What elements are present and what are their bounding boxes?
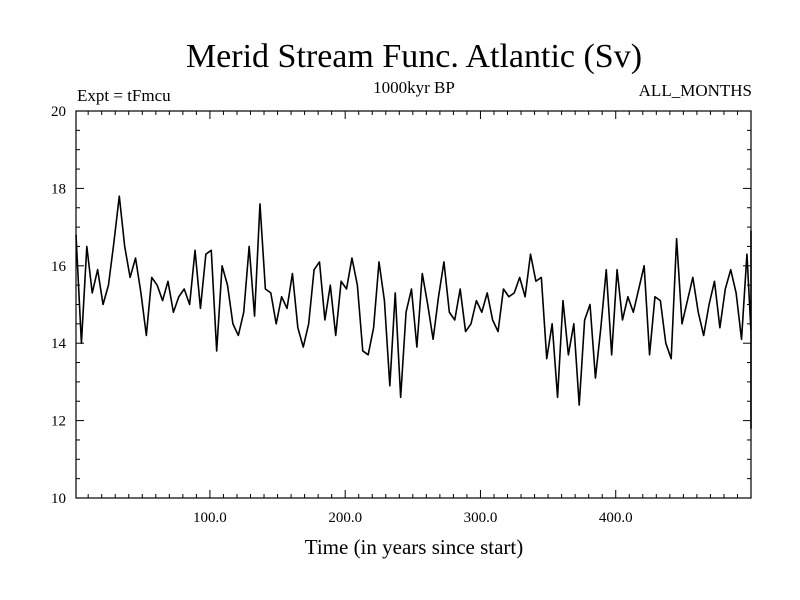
subtitle-center: 1000kyr BP	[373, 78, 455, 97]
y-tick-label: 20	[51, 104, 66, 120]
x-tick-label: 100.0	[193, 510, 227, 526]
y-tick-label: 12	[51, 414, 66, 430]
y-tick-label: 10	[51, 491, 66, 507]
x-axis-label: Time (in years since start)	[305, 535, 524, 559]
subtitle-left: Expt = tFmcu	[77, 86, 171, 105]
ticks-layer: 10 12 14 16 18 20 100.0 200.0 300.0 400.0	[51, 104, 751, 526]
chart-title: Merid Stream Func. Atlantic (Sv)	[186, 38, 642, 75]
y-tick-label: 16	[51, 259, 67, 275]
x-tick-label: 300.0	[464, 510, 498, 526]
series-line	[75, 195, 752, 430]
x-tick-label: 400.0	[599, 510, 633, 526]
y-tick-label: 14	[51, 336, 67, 352]
subtitle-right: ALL_MONTHS	[639, 81, 752, 100]
series-layer	[75, 195, 752, 430]
y-tick-label: 18	[51, 181, 66, 197]
x-tick-label: 200.0	[328, 510, 362, 526]
